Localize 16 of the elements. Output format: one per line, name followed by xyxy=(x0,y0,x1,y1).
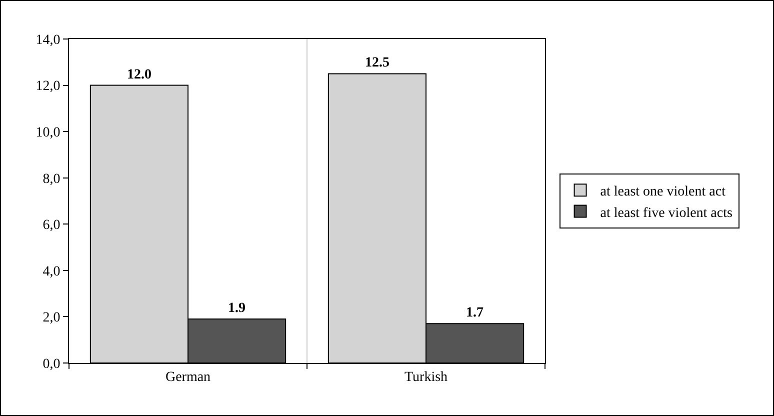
data-label: 1.7 xyxy=(466,306,484,321)
legend-label: at least five violent acts xyxy=(600,206,732,221)
y-tick-label: 10,0 xyxy=(36,125,60,140)
y-tick-label: 0,0 xyxy=(42,356,60,372)
y-tick-label: 14,0 xyxy=(36,32,60,48)
data-label: 12.0 xyxy=(126,67,152,82)
y-tick-label: 12,0 xyxy=(36,79,60,94)
x-tick-label: German xyxy=(165,370,211,385)
y-tick-label: 6,0 xyxy=(42,218,60,234)
y-tick-label: 4,0 xyxy=(42,264,60,280)
legend-label: at least one violent act xyxy=(600,184,726,200)
y-tick-label: 8,0 xyxy=(42,172,60,187)
x-tick-label: Turkish xyxy=(404,370,448,385)
data-label: 12.5 xyxy=(364,56,390,71)
y-tick-label: 2,0 xyxy=(42,310,60,326)
data-label: 1.9 xyxy=(228,301,246,316)
